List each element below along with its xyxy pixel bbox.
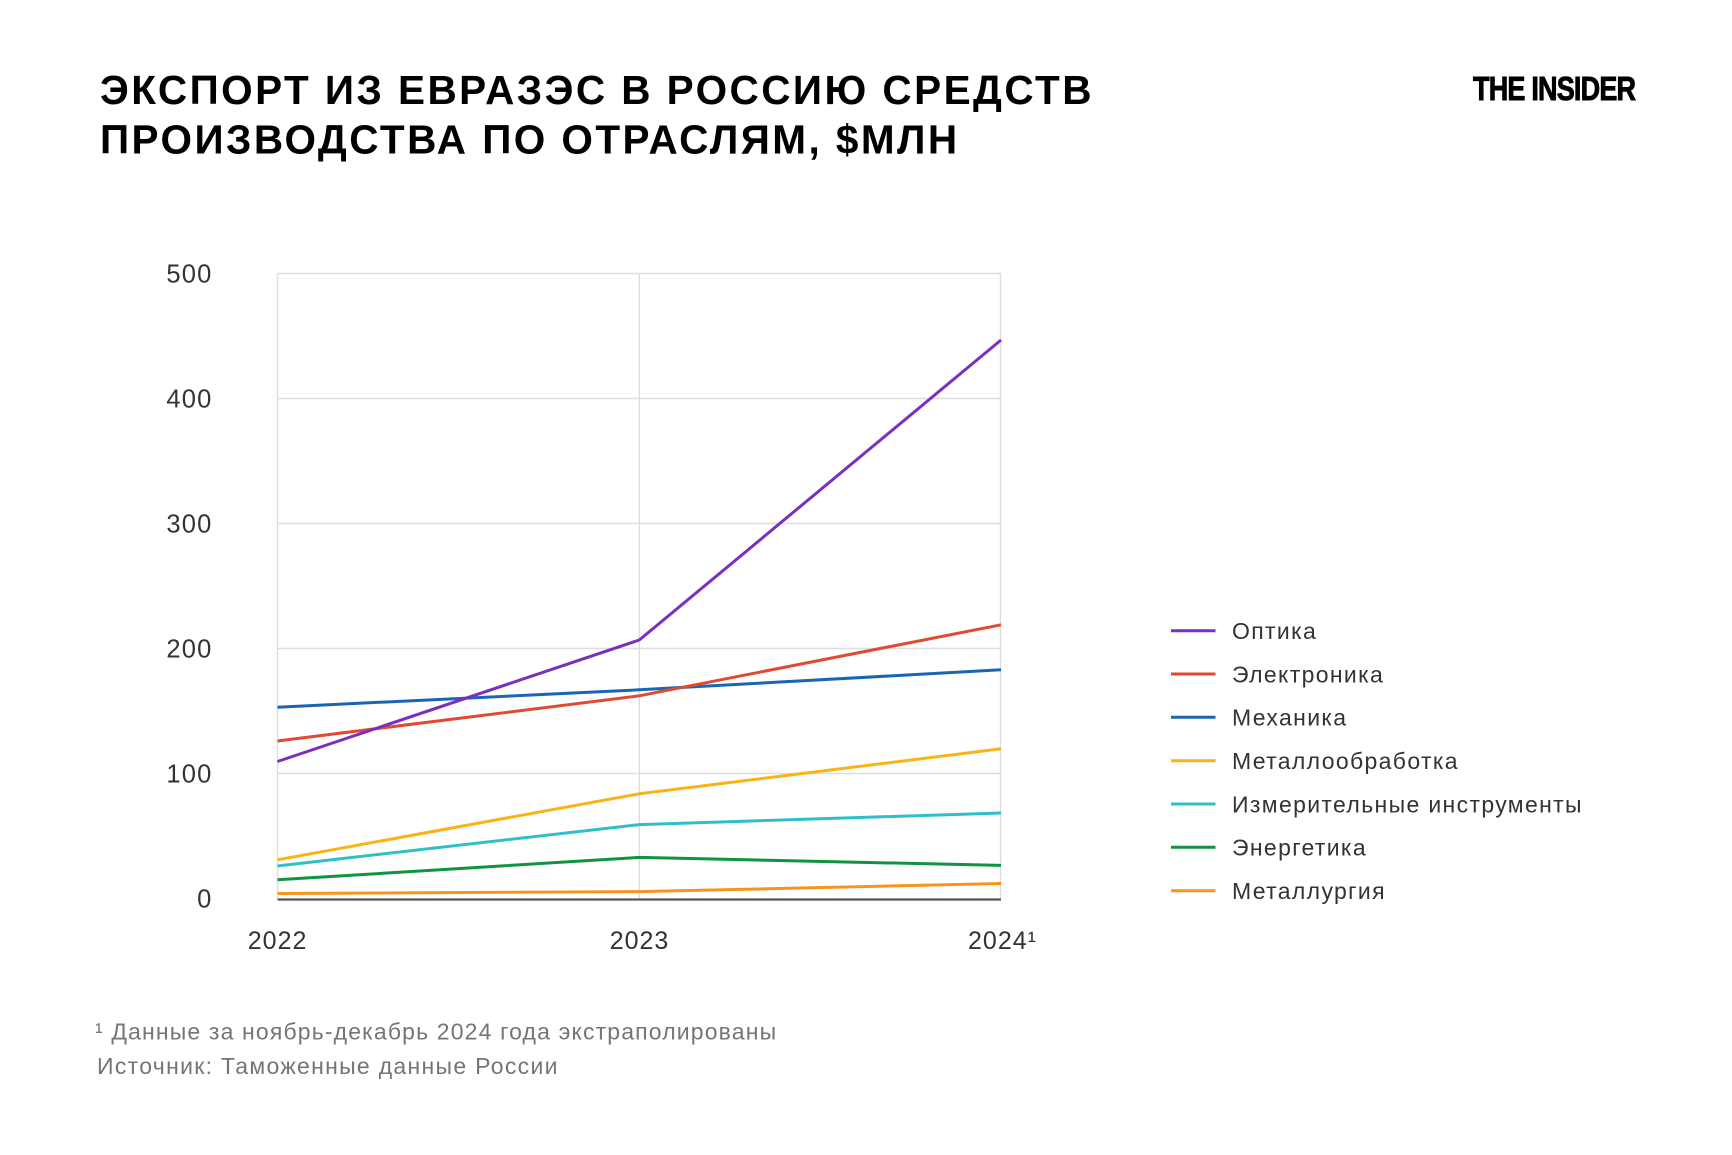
svg-text:Механика: Механика [1232,705,1347,731]
svg-text:500: 500 [166,260,212,288]
svg-text:¹ Данные за ноябрь-декабрь 202: ¹ Данные за ноябрь-декабрь 2024 года экс… [95,1019,777,1045]
svg-text:ЭКСПОРТ ИЗ ЕВРАЗЭС В РОССИЮ СР: ЭКСПОРТ ИЗ ЕВРАЗЭС В РОССИЮ СРЕДСТВ [100,67,1094,113]
svg-text:THE INSIDER: THE INSIDER [1473,72,1636,108]
svg-text:100: 100 [166,760,212,788]
svg-text:Металлообработка: Металлообработка [1232,748,1459,774]
svg-text:Оптика: Оптика [1232,618,1317,644]
svg-text:Электроника: Электроника [1232,661,1384,687]
svg-text:0: 0 [197,885,212,913]
svg-text:2024¹: 2024¹ [968,927,1037,955]
svg-text:2023: 2023 [610,927,670,955]
svg-text:300: 300 [166,510,212,538]
svg-text:ПРОИЗВОДСТВА ПО ОТРАСЛЯМ, $МЛН: ПРОИЗВОДСТВА ПО ОТРАСЛЯМ, $МЛН [100,117,960,163]
svg-text:Энергетика: Энергетика [1232,835,1367,861]
svg-text:400: 400 [166,385,212,413]
svg-text:Металлургия: Металлургия [1232,878,1386,904]
svg-text:2022: 2022 [248,927,308,955]
svg-text:Источник: Таможенные данные Ро: Источник: Таможенные данные России [97,1053,559,1079]
svg-text:200: 200 [166,635,212,663]
svg-text:Измерительные инструменты: Измерительные инструменты [1232,791,1583,817]
